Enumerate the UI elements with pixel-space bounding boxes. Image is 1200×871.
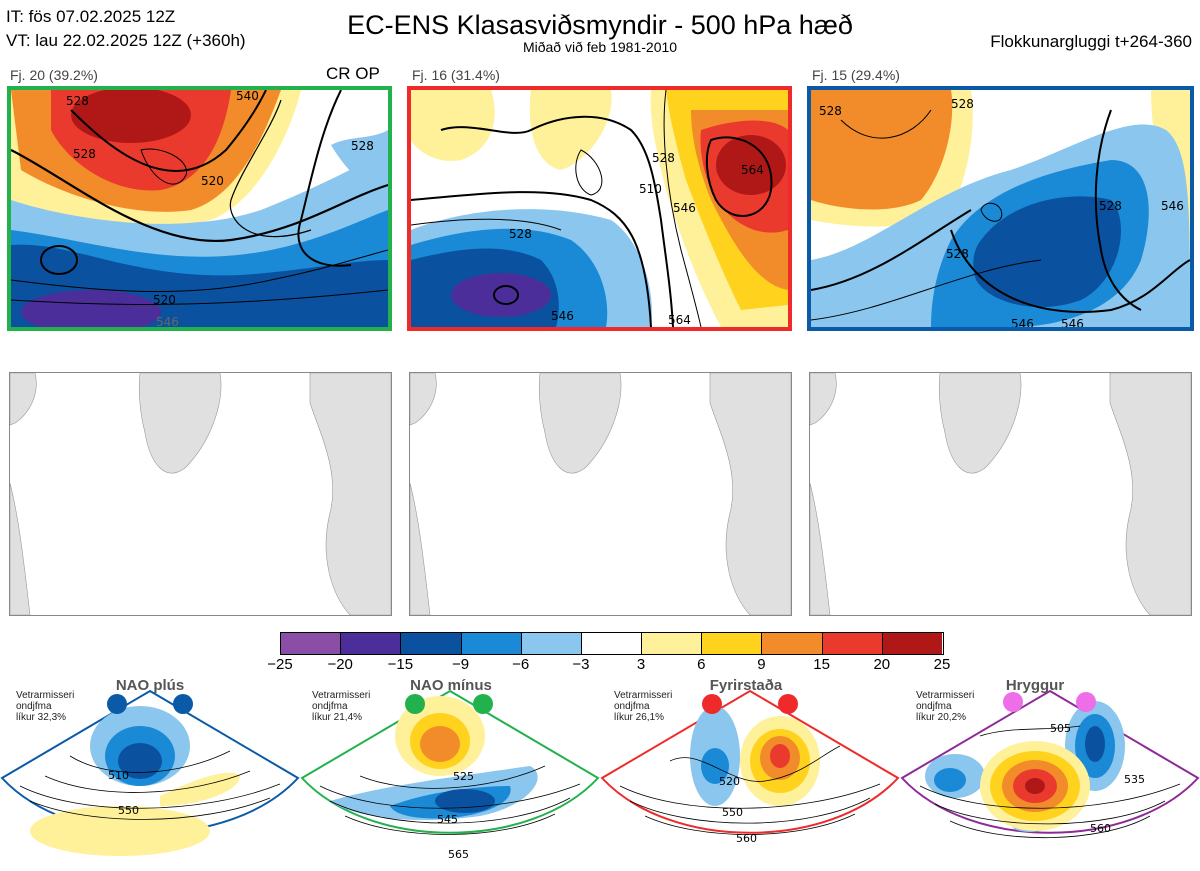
empty-map-3: [809, 372, 1192, 616]
colorbar-segment: [461, 633, 522, 654]
colorbar-tick-label: 3: [636, 656, 646, 673]
valid-time: VT: lau 22.02.2025 12Z (+360h): [6, 31, 246, 50]
page-title: EC-ENS Klasasviðsmyndir - 500 hPa hæð: [347, 10, 853, 40]
colorbar-segment: [341, 633, 402, 654]
colorbar-segment: [581, 633, 643, 654]
colorbar-segment: [822, 633, 883, 654]
empty-map-1: [9, 372, 392, 616]
colorbar-segment: [882, 633, 942, 654]
regime-4-probability: líkur 20,2%: [916, 712, 967, 723]
regime-blocking: 520 550 560: [600, 676, 900, 871]
colorbar-tick-label: −6: [512, 656, 530, 673]
colorbar-segment: [401, 633, 462, 654]
colorbar-tick-label: −25: [267, 656, 293, 673]
cluster-2-contour-label: 546: [673, 201, 696, 215]
cluster-3-contour-label: 546: [1061, 317, 1084, 327]
regime-2-marker-right: [473, 694, 493, 714]
cluster-1-contour-label: 528: [66, 94, 89, 108]
regime-1-season: Vetrarmisseri: [16, 690, 75, 701]
colorbar-tick-label: 25: [933, 656, 951, 673]
cluster-3-map: 528 528 528 528 546 546 546: [807, 86, 1194, 331]
regime-3-months: ondjfma: [614, 701, 650, 712]
cluster-3-contour-label: 528: [946, 247, 969, 261]
cluster-3-contour-label: 528: [819, 104, 842, 118]
cluster-1-contour-label: 540: [236, 90, 259, 103]
regime-3-contour-label: 520: [719, 775, 740, 788]
regime-2-season: Vetrarmisseri: [312, 690, 371, 701]
regime-1-probability: líkur 32,3%: [16, 712, 67, 723]
regime-2-months: ondjfma: [312, 701, 348, 712]
colorbar-segment: [521, 633, 582, 654]
regime-3-contour-label: 550: [722, 806, 743, 819]
colorbar-segment: [642, 633, 703, 654]
regime-3-season: Vetrarmisseri: [614, 690, 673, 701]
colorbar-segment: [762, 633, 823, 654]
cluster-3-contour-label: 528: [1099, 199, 1122, 213]
colorbar: [280, 632, 944, 655]
regime-4-contour-label: 535: [1124, 773, 1145, 786]
cluster-1-tag: CR OP: [326, 64, 380, 83]
cluster-2-contour-label: 564: [668, 313, 691, 327]
regime-2-probability: líkur 21,4%: [312, 712, 363, 723]
regime-3-probability: líkur 26,1%: [614, 712, 665, 723]
colorbar-tick-label: 9: [757, 656, 766, 673]
regime-2-contour-label: 545: [437, 813, 458, 826]
regime-nao-minus: 525 545 565: [300, 676, 600, 871]
cluster-1-contour-label: 528: [73, 147, 96, 161]
regime-1-contour-label: 550: [118, 804, 139, 817]
regime-3-marker-right: [778, 694, 798, 714]
regime-4-contour-label: 560: [1090, 822, 1111, 835]
colorbar-tick-label: −9: [451, 656, 470, 673]
cluster-2-contour-label: 546: [551, 309, 574, 323]
colorbar-tick-label: 15: [813, 656, 830, 673]
regime-4-name: Hryggur: [1005, 677, 1065, 694]
regime-4-marker-right: [1076, 692, 1096, 712]
classification-window: Flokkunargluggi t+264-360: [990, 32, 1192, 51]
regime-4-contour-label: 505: [1050, 722, 1071, 735]
cluster-1-contour-label: 520: [201, 174, 224, 188]
colorbar-tick-label: −15: [387, 656, 414, 673]
empty-map-2: [409, 372, 792, 616]
regime-1-marker-right: [173, 694, 193, 714]
cluster-2-map: 528 510 528 546 546 564 564: [407, 86, 792, 331]
regime-1-name: NAO plús: [115, 677, 185, 694]
cluster-1-label: Fj. 20 (39.2%): [10, 67, 98, 83]
cluster-2-contour-label: 528: [652, 151, 675, 165]
initial-time: IT: fös 07.02.2025 12Z: [6, 7, 176, 26]
regime-1-months: ondjfma: [16, 701, 52, 712]
cluster-1-contour-label: 528: [351, 139, 374, 153]
regime-2-marker-left: [405, 694, 425, 714]
regime-3-contour-label: 560: [736, 832, 757, 845]
regime-3-marker-left: [702, 694, 722, 714]
cluster-3-contour-label: 528: [951, 97, 974, 111]
colorbar-tick-label: 6: [697, 656, 706, 673]
regime-3-name: Fyrirstaða: [709, 677, 783, 694]
page-subtitle: Miðað við feb 1981-2010: [522, 39, 678, 55]
cluster-2-label: Fj. 16 (31.4%): [412, 67, 500, 83]
cluster-1-contour-label: 520: [153, 293, 176, 307]
regime-2-name: NAO mínus: [410, 677, 492, 694]
cluster-2-contour-label: 510: [639, 182, 662, 196]
cluster-1-contour-label: 546: [156, 315, 179, 327]
cluster-3-contour-label: 546: [1011, 317, 1034, 327]
cluster-3-contour-label: 546: [1161, 199, 1184, 213]
cluster-2-contour-label: 528: [509, 227, 532, 241]
cluster-2-contour-label: 564: [741, 163, 764, 177]
regime-2-contour-label: 565: [448, 848, 469, 861]
regime-nao-plus: 510 550: [0, 676, 300, 871]
regime-2-contour-label: 525: [453, 770, 474, 783]
regime-4-season: Vetrarmisseri: [916, 690, 975, 701]
cluster-3-label: Fj. 15 (29.4%): [812, 67, 900, 83]
regime-4-months: ondjfma: [916, 701, 952, 712]
colorbar-segment: [702, 633, 763, 654]
regime-1-contour-label: 510: [108, 769, 129, 782]
regime-1-marker-left: [107, 694, 127, 714]
colorbar-tick-label: 20: [873, 656, 891, 673]
cluster-1-map: 528 528 528 520 520 540 546: [7, 86, 392, 331]
regime-ridge: 505 535 560: [900, 676, 1200, 871]
colorbar-tick-label: −20: [327, 656, 353, 673]
colorbar-tick-label: −3: [572, 656, 590, 673]
regime-4-marker-left: [1003, 692, 1023, 712]
colorbar-segment: [281, 633, 342, 654]
